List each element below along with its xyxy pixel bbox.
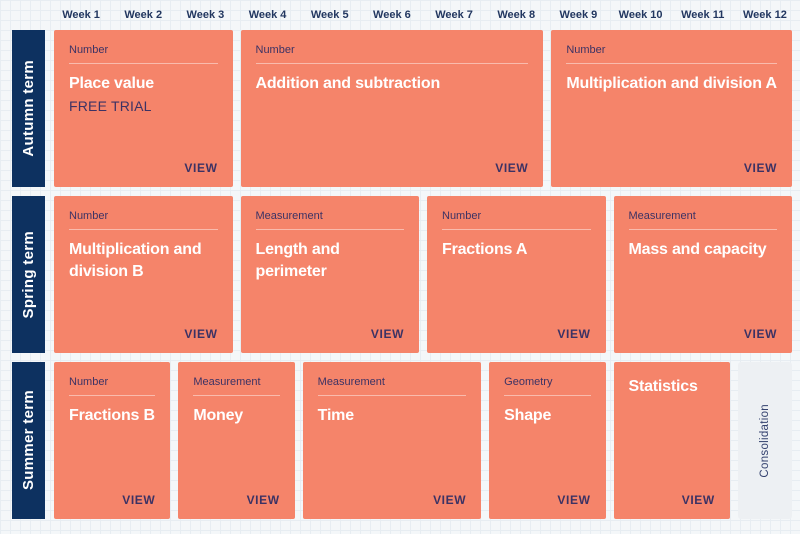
cards-grid: Number Multiplication and division B VIEW M…: [54, 196, 792, 353]
consolidation-card: Consolidation: [737, 362, 792, 519]
view-link[interactable]: VIEW: [557, 493, 591, 507]
term-label-text: Spring term: [20, 230, 37, 319]
topic-category: Number: [255, 44, 529, 64]
topic-card[interactable]: Measurement Money VIEW: [178, 362, 295, 519]
cards-grid: Number Fractions B VIEW Measurement Money VIE…: [54, 362, 792, 519]
topic-card[interactable]: Measurement Mass and capacity VIEW: [613, 196, 792, 353]
topic-card[interactable]: Number Addition and subtraction VIEW: [240, 30, 544, 187]
week-header: Week 1 Week 2 Week 3 Week 4 Week 5 Week 6 Week…: [54, 0, 792, 30]
topic-card[interactable]: Number Place value FREE TRIAL VIEW: [54, 30, 233, 187]
term-label-text: Autumn term: [20, 60, 37, 157]
topic-title: Addition and subtraction: [255, 75, 441, 92]
week-label: Week 7: [435, 9, 473, 21]
topic-card[interactable]: Statistics VIEW: [613, 362, 730, 519]
view-link[interactable]: VIEW: [184, 327, 218, 341]
topic-category: Measurement: [193, 376, 280, 396]
view-link[interactable]: VIEW: [495, 161, 529, 175]
topic-card[interactable]: Number Multiplication and division A VIEW: [551, 30, 792, 187]
topic-card[interactable]: Geometry Shape VIEW: [489, 362, 606, 519]
term-row: Spring term Number Multiplication and divi…: [12, 196, 792, 353]
term-row: Autumn term Number Place value FREE TRIAL VI…: [12, 30, 792, 187]
topic-title: Place value: [69, 75, 154, 92]
week-label: Week 12: [743, 9, 787, 21]
week-label: Week 9: [559, 9, 598, 21]
topic-card[interactable]: Number Multiplication and division B VIEW: [54, 196, 233, 353]
topic-title: Multiplication and division A: [566, 75, 777, 92]
topic-card[interactable]: Number Fractions A VIEW: [427, 196, 606, 353]
topic-title: Fractions B: [69, 407, 155, 424]
view-link[interactable]: VIEW: [370, 327, 404, 341]
view-link[interactable]: VIEW: [681, 493, 715, 507]
consolidation-label: Consolidation: [758, 403, 771, 478]
term-label-bar: Spring term: [12, 196, 45, 353]
week-label: Week 5: [310, 9, 349, 21]
topic-category: Number: [442, 210, 591, 230]
topic-card[interactable]: Measurement Time VIEW: [302, 362, 482, 519]
topic-category: Measurement: [317, 376, 467, 396]
view-link[interactable]: VIEW: [557, 327, 591, 341]
topic-title: Money: [193, 407, 244, 424]
view-link[interactable]: VIEW: [743, 327, 777, 341]
term-label-text: Summer term: [20, 390, 37, 491]
topic-category: Number: [566, 44, 777, 64]
term-row: Summer term Number Fractions B VIEW Measurem…: [12, 362, 792, 519]
topic-title: Length and perimeter: [255, 241, 340, 280]
topic-title: Multiplication and division B: [69, 241, 202, 280]
week-label: Week 2: [124, 9, 163, 21]
topic-subtitle: FREE TRIAL: [69, 97, 152, 114]
topic-category: Number: [69, 44, 218, 64]
week-label: Week 11: [681, 9, 725, 21]
week-label: Week 3: [186, 9, 225, 21]
week-label: Week 6: [373, 9, 411, 21]
week-label: Week 8: [497, 9, 536, 21]
topic-category: Geometry: [504, 376, 591, 396]
topic-title: Time: [317, 407, 354, 424]
topic-category: Number: [69, 210, 218, 230]
week-label: Week 10: [618, 9, 663, 21]
topic-category: Measurement: [255, 210, 404, 230]
topic-card[interactable]: Number Fractions B VIEW: [54, 362, 171, 519]
topic-category: Number: [69, 376, 156, 396]
topic-title: Mass and capacity: [628, 241, 767, 258]
topic-card[interactable]: Measurement Length and perimeter VIEW: [240, 196, 419, 353]
topic-title: Shape: [504, 407, 552, 424]
view-link[interactable]: VIEW: [433, 493, 467, 507]
topic-title: Fractions A: [442, 241, 528, 258]
topic-category: Measurement: [628, 210, 777, 230]
cards-grid: Number Place value FREE TRIAL VIEW Number Add…: [54, 30, 792, 187]
view-link[interactable]: VIEW: [184, 161, 218, 175]
term-label-bar: Summer term: [12, 362, 45, 519]
view-link[interactable]: VIEW: [122, 493, 156, 507]
view-link[interactable]: VIEW: [743, 161, 777, 175]
term-label-bar: Autumn term: [12, 30, 45, 187]
week-label: Week 1: [62, 9, 100, 21]
term-rows: Autumn term Number Place value FREE TRIAL VI…: [12, 30, 792, 519]
topic-title: Statistics: [628, 378, 698, 395]
week-label: Week 4: [248, 9, 287, 21]
view-link[interactable]: VIEW: [246, 493, 280, 507]
